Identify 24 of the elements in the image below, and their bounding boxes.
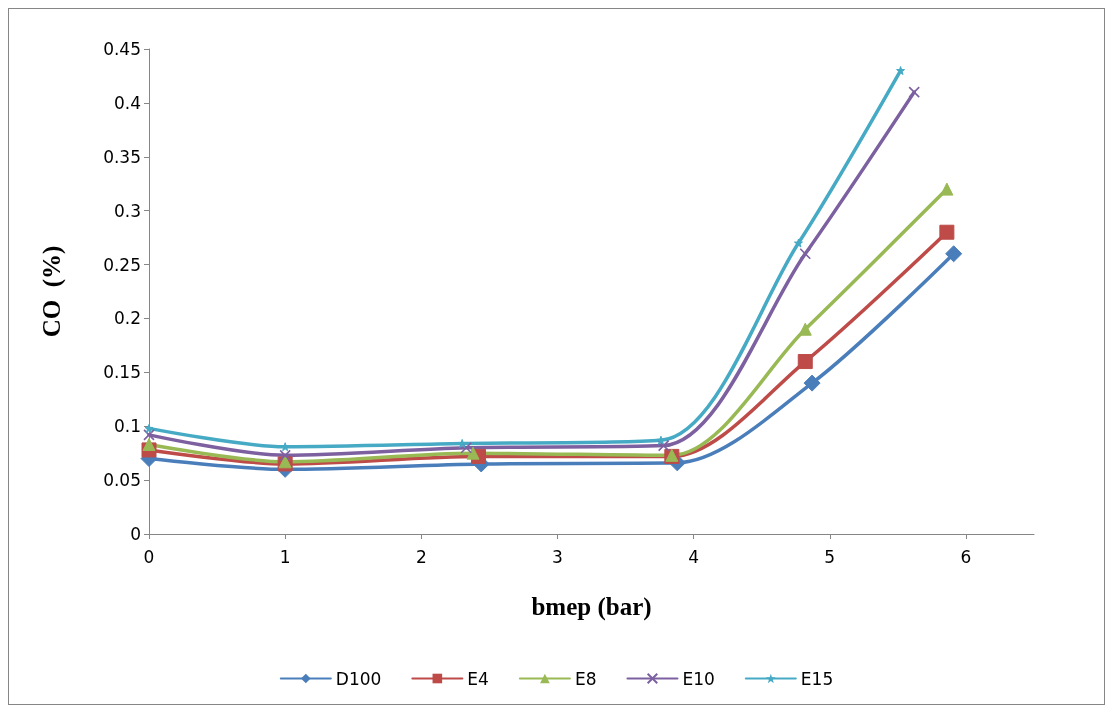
x-tick-label: 2 bbox=[415, 546, 427, 567]
x-axis-title: bmep (bar) bbox=[531, 593, 652, 621]
legend-label: E10 bbox=[682, 668, 715, 689]
legend-label: E4 bbox=[467, 668, 489, 689]
y-tick-label: 0.05 bbox=[103, 470, 141, 491]
y-tick-label: 0.35 bbox=[103, 146, 141, 167]
legend-label: E8 bbox=[574, 668, 597, 689]
y-tick-label: 0.3 bbox=[113, 200, 141, 221]
y-axis-title: CO (%) bbox=[38, 245, 66, 338]
y-tick-label: 0 bbox=[130, 524, 141, 544]
legend-label: E15 bbox=[800, 668, 834, 689]
x-tick-label: 1 bbox=[279, 546, 291, 567]
legend-label: D100 bbox=[335, 668, 382, 689]
x-tick-label: 3 bbox=[552, 546, 563, 567]
y-tick-label: 0.45 bbox=[103, 39, 141, 59]
x-tick-label: 4 bbox=[688, 546, 700, 567]
x-tick-label: 6 bbox=[960, 546, 972, 567]
x-tick-label: 5 bbox=[824, 546, 836, 567]
x-tick-label: 0 bbox=[143, 546, 155, 567]
y-tick-label: 0.25 bbox=[103, 254, 141, 275]
y-tick-label: 0.15 bbox=[103, 362, 141, 383]
y-tick-label: 0.2 bbox=[113, 308, 141, 329]
y-tick-label: 0.4 bbox=[113, 92, 141, 113]
y-tick-label: 0.1 bbox=[113, 416, 141, 437]
